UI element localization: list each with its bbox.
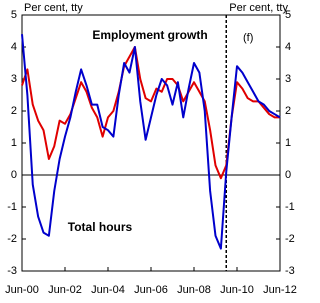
y2-tick-label: 1 (285, 137, 291, 149)
x-tick-label: Jun-04 (91, 284, 125, 296)
annotation: Employment growth (92, 28, 207, 42)
y2-tick-label: -1 (285, 201, 295, 213)
x-tick-label: Jun-00 (5, 284, 39, 296)
y-tick-label: 3 (11, 73, 17, 85)
y2-tick-label: 0 (285, 169, 291, 181)
x-tick-label: Jun-08 (177, 284, 211, 296)
y2-tick-label: 5 (285, 9, 291, 21)
series-line (21, 46, 280, 180)
y-tick-label: 2 (11, 105, 17, 117)
y-tick-label: 4 (11, 41, 17, 53)
y-axis-label: Per cent, tty (24, 2, 83, 14)
y-tick-label: 5 (11, 9, 17, 21)
y-tick-label: -2 (7, 233, 17, 245)
y-tick-label: -3 (7, 265, 17, 277)
y-tick-label: 0 (11, 169, 17, 181)
y2-tick-label: -2 (285, 233, 295, 245)
y2-tick-label: 3 (285, 73, 291, 85)
x-tick-label: Jun-12 (263, 284, 297, 296)
y-tick-label: 1 (11, 137, 17, 149)
y2-axis-label: Per cent, tty (229, 2, 288, 14)
x-tick-label: Jun-10 (220, 284, 254, 296)
plot-frame (21, 14, 281, 272)
annotation: (f) (243, 32, 253, 44)
y2-tick-label: 2 (285, 105, 291, 117)
annotation: Total hours (68, 220, 133, 234)
y-tick-label: -1 (7, 201, 17, 213)
y2-tick-label: -3 (285, 265, 295, 277)
y2-tick-label: 4 (285, 41, 291, 53)
x-tick-label: Jun-06 (134, 284, 168, 296)
x-tick-label: Jun-02 (48, 284, 82, 296)
chart: -3 -2 -1 0 1 2 3 4 5 -3 -2 -1 0 1 2 3 4 5 Jun-00 Jun-02 Jun-… (5, 2, 297, 296)
series-line (21, 34, 281, 250)
